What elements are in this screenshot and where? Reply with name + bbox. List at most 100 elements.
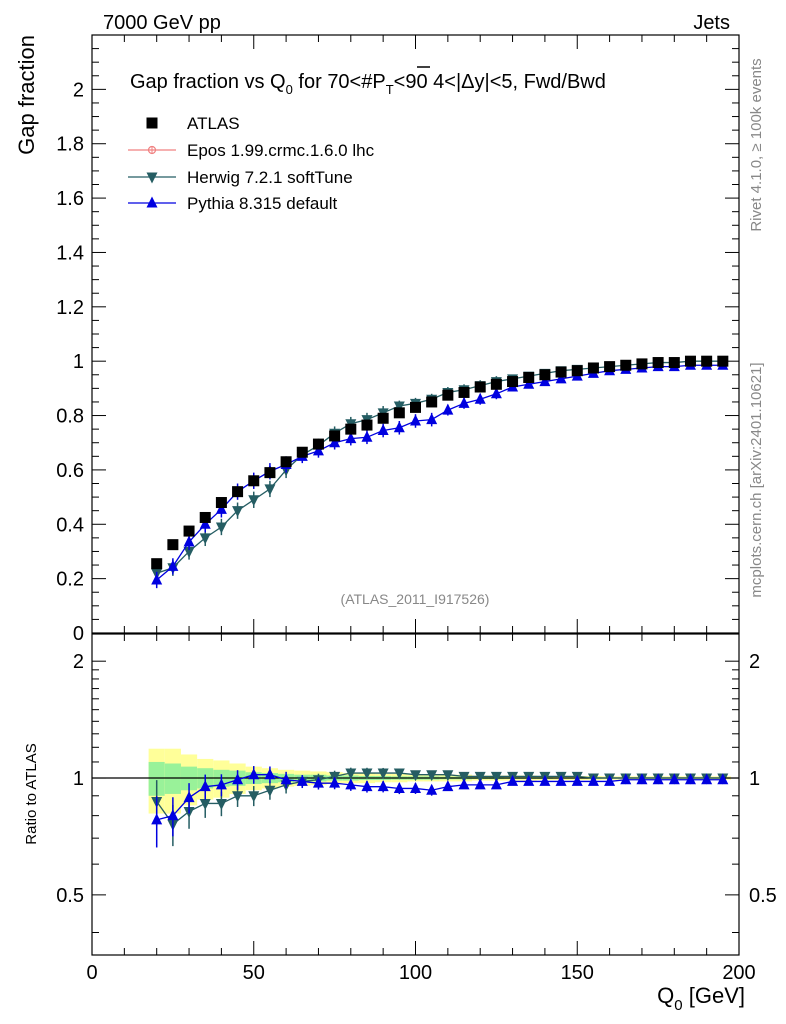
ratio-stat-band	[164, 763, 181, 794]
ratio-point	[587, 774, 599, 786]
legend-swatch	[146, 196, 158, 208]
series-point	[167, 559, 179, 571]
title-main: Gap fraction vs Q	[130, 71, 286, 93]
ratio-point	[361, 780, 373, 792]
ratio-y-tick-label: 2	[73, 651, 84, 673]
ratio-point	[264, 768, 276, 780]
legend-label: ATLAS	[187, 114, 240, 133]
ratio-point	[410, 770, 421, 782]
atlas-point	[539, 369, 551, 381]
main-panel: 0 0.2 0.4 0.6 0.8 1 1.2 1.4 1.6 1.8 2	[56, 34, 740, 645]
ratio-point	[248, 791, 260, 803]
atlas-point	[587, 362, 599, 374]
ratio-point	[329, 776, 341, 788]
atlas-point	[167, 539, 179, 551]
ratio-y-tick-label-right: 1	[749, 768, 760, 790]
y-tick-label: 0.4	[56, 514, 84, 536]
ratio-point	[701, 773, 713, 785]
series-point	[264, 484, 276, 496]
atlas-point	[280, 456, 292, 468]
atlas-point	[345, 423, 357, 435]
series-point	[393, 421, 405, 433]
series-point	[199, 533, 211, 545]
x-title-unit: [GeV]	[683, 983, 745, 1008]
series-line	[156, 364, 723, 581]
series-point	[232, 506, 244, 518]
ratio-point	[668, 773, 680, 785]
ratio-point	[410, 781, 421, 793]
ratio-point	[345, 778, 357, 790]
legend-entry: Pythia 8.315 default	[128, 194, 338, 213]
legend-swatch	[147, 145, 157, 155]
atlas-point	[232, 486, 244, 498]
ratio-y-tick-label-right: 2	[749, 651, 760, 673]
ratio-point	[377, 768, 389, 780]
series-point	[393, 401, 405, 413]
series-point	[555, 372, 567, 384]
ratio-y-tick-label: 1	[73, 768, 84, 790]
rivet-version-label: Rivet 4.1.0, ≥ 100k events	[748, 58, 765, 231]
title-sub0: 0	[286, 82, 293, 97]
ratio-point	[393, 768, 405, 780]
analysis-label: (ATLAS_2011_I917526)	[341, 591, 490, 607]
title-for: for 70<#	[293, 71, 373, 93]
x-tick-label: 200	[722, 962, 755, 984]
ratio-point	[571, 774, 583, 786]
y-tick-label: 1.8	[56, 134, 84, 156]
atlas-point	[458, 386, 470, 398]
ratio-point	[280, 773, 292, 785]
ratio-point	[539, 774, 551, 786]
atlas-point	[151, 558, 163, 570]
title-rest: <90 4<|Δy|<5, Fwd/Bwd	[394, 71, 606, 93]
series-point	[539, 375, 551, 387]
x-axis-title: Q0 [GeV]	[657, 983, 745, 1014]
atlas-point	[426, 396, 438, 408]
ratio-point	[684, 773, 696, 785]
ratio-point	[264, 785, 276, 797]
legend-entry: Epos 1.99.crmc.1.6.0 lhc	[128, 141, 375, 160]
ratio-point	[167, 809, 179, 821]
ratio-point	[296, 774, 308, 786]
atlas-point	[684, 355, 696, 367]
atlas-point	[571, 365, 583, 377]
ratio-point	[426, 770, 438, 782]
ratio-point	[490, 778, 502, 790]
legend-label: Herwig 7.2.1 softTune	[187, 168, 353, 187]
atlas-point	[410, 401, 421, 413]
atlas-point	[490, 378, 502, 390]
legend-swatch	[146, 172, 158, 184]
ratio-panel: 0.5 0.5 1 1 2 2 0 50 100 150 200	[56, 633, 777, 984]
ratio-point	[248, 768, 260, 780]
series-line	[156, 360, 723, 574]
ratio-point	[151, 813, 163, 825]
main-data-layer	[151, 355, 729, 589]
legend-entry: Herwig 7.2.1 softTune	[128, 168, 353, 187]
y-tick-label: 0.6	[56, 460, 84, 482]
atlas-point	[183, 525, 195, 537]
x-tick-label: 50	[243, 962, 265, 984]
ratio-point	[636, 773, 648, 785]
atlas-point	[555, 366, 567, 378]
atlas-point	[604, 361, 616, 373]
series-point	[345, 432, 357, 444]
y-tick-label: 0	[73, 623, 84, 645]
ratio-point	[199, 798, 211, 810]
series-point	[248, 495, 260, 507]
series-point	[523, 377, 535, 389]
y-tick-label: 0.2	[56, 569, 84, 591]
ratio-point	[474, 778, 486, 790]
series-point	[458, 396, 470, 408]
atlas-point	[717, 355, 729, 367]
y-tick-label: 1.4	[56, 242, 84, 264]
header-right-label: Jets	[693, 12, 730, 34]
series-point	[151, 573, 163, 585]
atlas-point	[199, 511, 211, 523]
atlas-point	[296, 446, 308, 458]
legend-label: Pythia 8.315 default	[187, 194, 338, 213]
ratio-point	[377, 780, 389, 792]
plot-title-text: Gap fraction vs Q0 for 70<#PT<90 4<|Δy|<…	[130, 71, 606, 97]
atlas-point	[636, 358, 648, 370]
series-point	[215, 502, 227, 514]
series-point	[329, 436, 341, 448]
